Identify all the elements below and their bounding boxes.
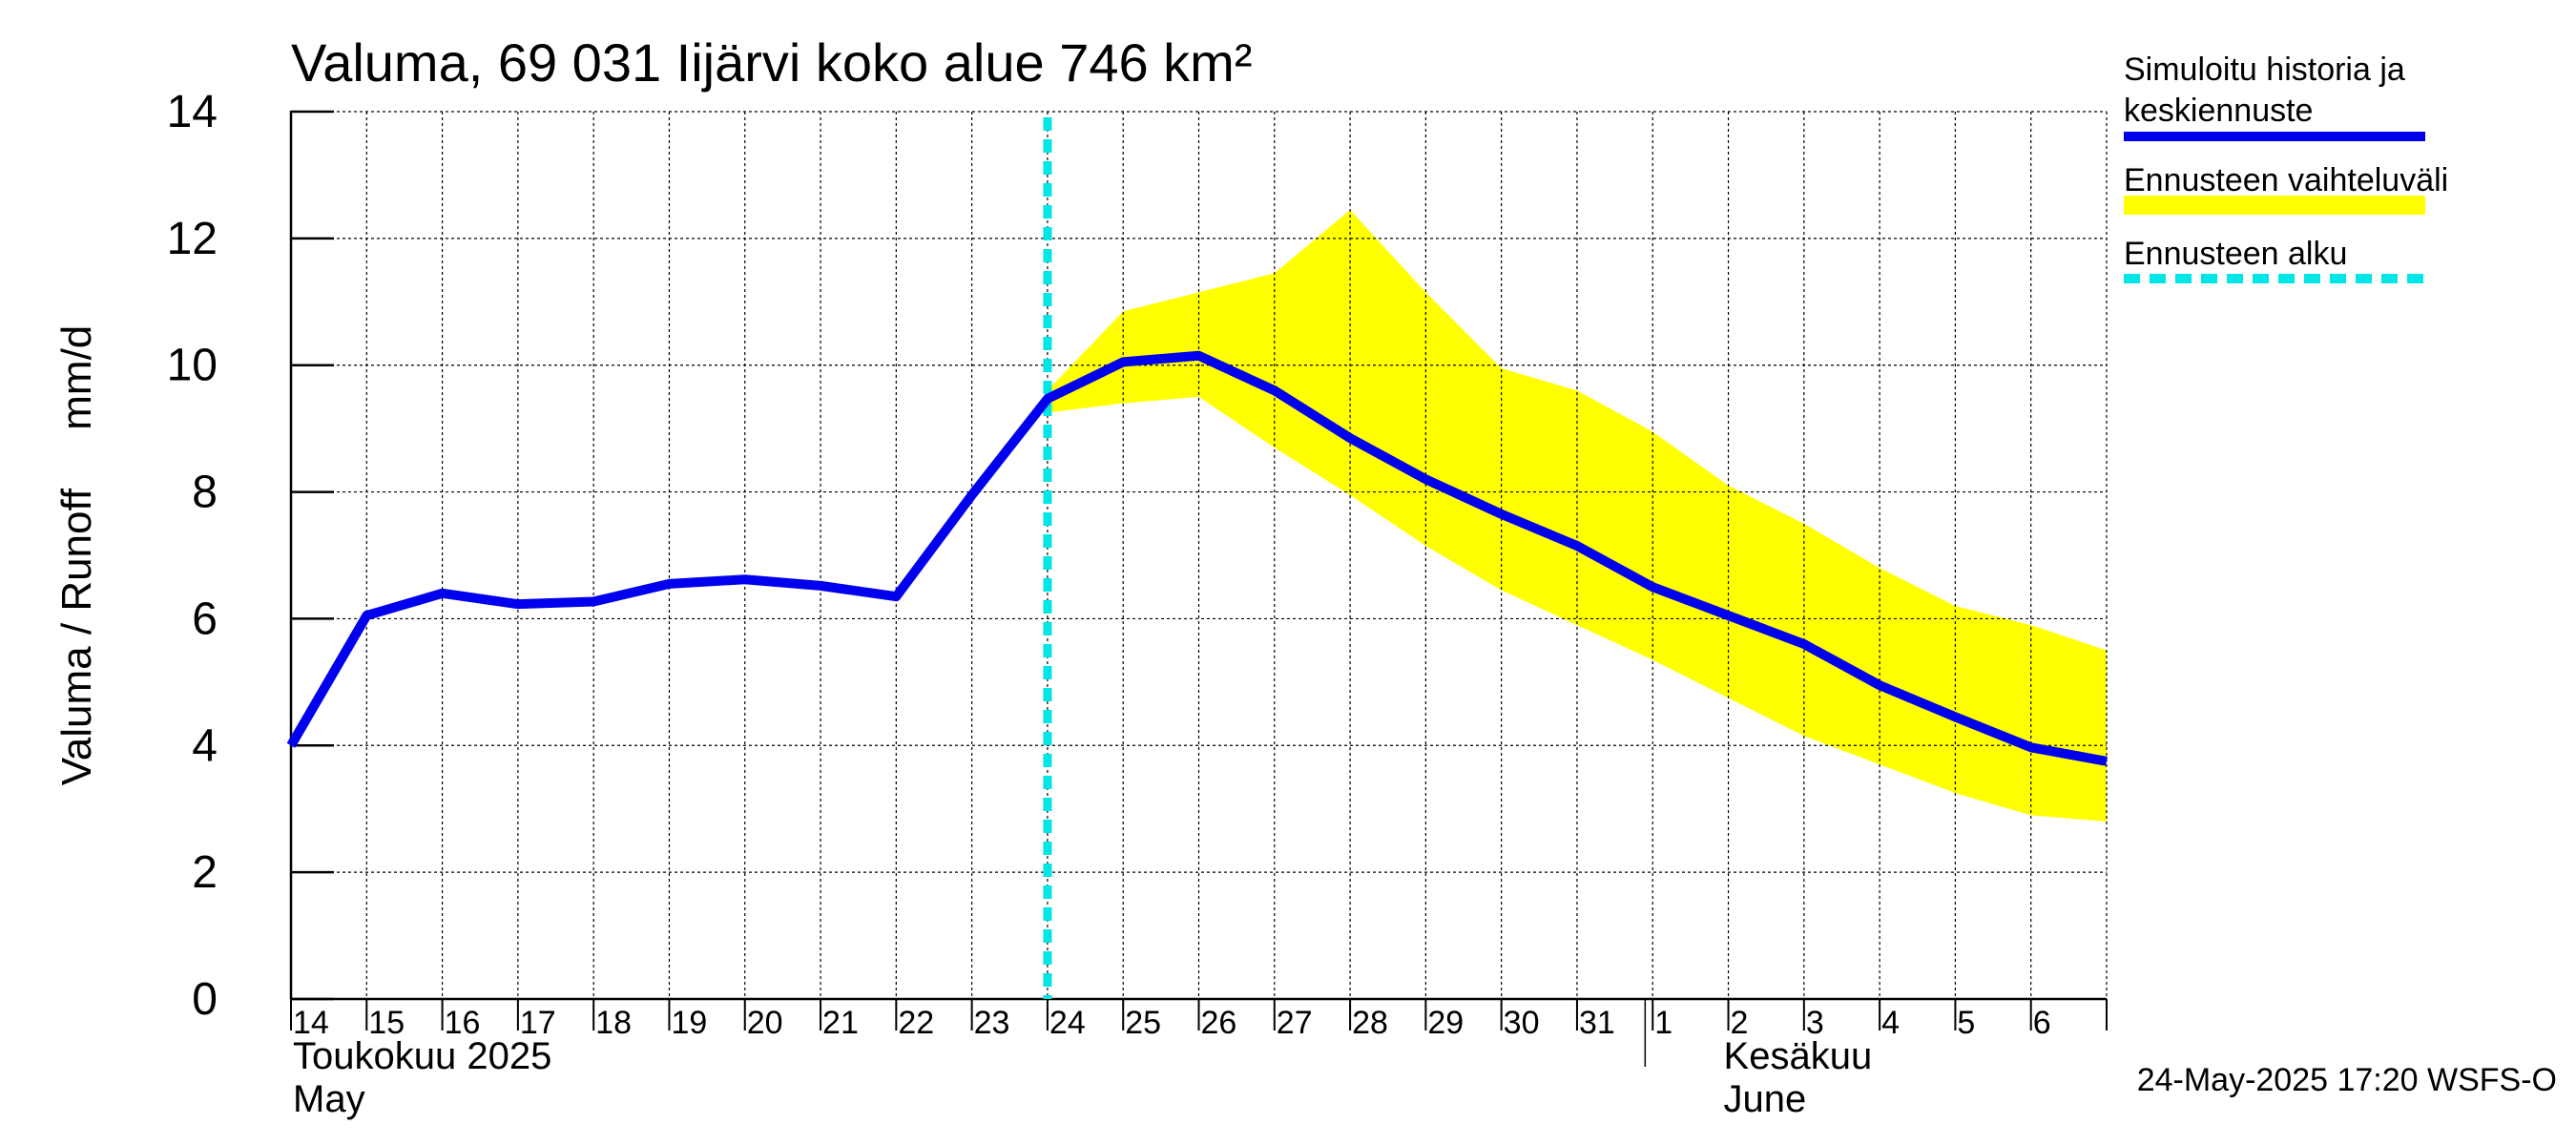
x-tick-label: 27: [1277, 1005, 1313, 1041]
y-tick-label: 8: [192, 468, 218, 518]
y-tick-label: 4: [192, 720, 218, 771]
x-tick-label: 3: [1806, 1005, 1824, 1041]
y-tick-label: 2: [192, 847, 218, 898]
x-tick-label: 15: [368, 1005, 405, 1041]
y-tick-label: 14: [167, 87, 218, 137]
timestamp-label: 24-May-2025 17:20 WSFS-O: [2137, 1062, 2557, 1098]
x-tick-label: 19: [671, 1005, 707, 1041]
labels-layer: Valuma, 69 031 Iijärvi koko alue 746 km²…: [53, 32, 2557, 1120]
month-label-en: May: [293, 1078, 365, 1120]
axes-layer: [289, 110, 2108, 1067]
legend-label: keskiennuste: [2124, 93, 2313, 129]
grid-layer: [291, 111, 2108, 999]
chart-title: Valuma, 69 031 Iijärvi koko alue 746 km²: [291, 32, 1252, 93]
y-tick-label: 12: [167, 214, 218, 264]
x-tick-label: 2: [1731, 1005, 1749, 1041]
x-tick-label: 28: [1352, 1005, 1388, 1041]
x-tick-label: 5: [1957, 1005, 1975, 1041]
legend-symbol-band: [2124, 196, 2425, 215]
x-tick-label: 31: [1579, 1005, 1615, 1041]
x-tick-label: 17: [520, 1005, 556, 1041]
month-label-fi: Kesäkuu: [1724, 1035, 1873, 1077]
x-tick-label: 30: [1504, 1005, 1540, 1041]
x-tick-label: 18: [595, 1005, 632, 1041]
x-tick-label: 26: [1201, 1005, 1237, 1041]
series-line-layer: [286, 117, 2108, 999]
legend-label: Ennusteen vaihteluväli: [2124, 162, 2448, 198]
y-tick-label: 10: [167, 341, 218, 391]
legend: Simuloitu historia ja keskiennuste Ennuste…: [2124, 52, 2448, 283]
x-tick-label: 24: [1049, 1005, 1086, 1041]
y-axis-label: Valuma / Runoff mm/d: [53, 325, 100, 786]
x-tick-label: 21: [822, 1005, 859, 1041]
x-tick-label: 1: [1654, 1005, 1672, 1041]
x-tick-label: 16: [445, 1005, 481, 1041]
x-tick-label: 4: [1881, 1005, 1900, 1041]
legend-label: Simuloitu historia ja: [2124, 52, 2405, 88]
x-tick-label: 23: [974, 1005, 1010, 1041]
month-label-en: June: [1724, 1078, 1807, 1120]
legend-label: Ennusteen alku: [2124, 236, 2347, 272]
y-tick-label: 6: [192, 593, 218, 644]
month-label-fi: Toukokuu 2025: [293, 1035, 551, 1077]
y-tick-label: 0: [192, 974, 218, 1025]
x-tick-label: 6: [2033, 1005, 2051, 1041]
x-tick-label: 14: [293, 1005, 329, 1041]
x-tick-label: 25: [1125, 1005, 1161, 1041]
x-tick-label: 22: [898, 1005, 934, 1041]
x-tick-label: 29: [1427, 1005, 1464, 1041]
simulated-runoff-line: [286, 350, 2108, 766]
x-tick-label: 20: [747, 1005, 783, 1041]
